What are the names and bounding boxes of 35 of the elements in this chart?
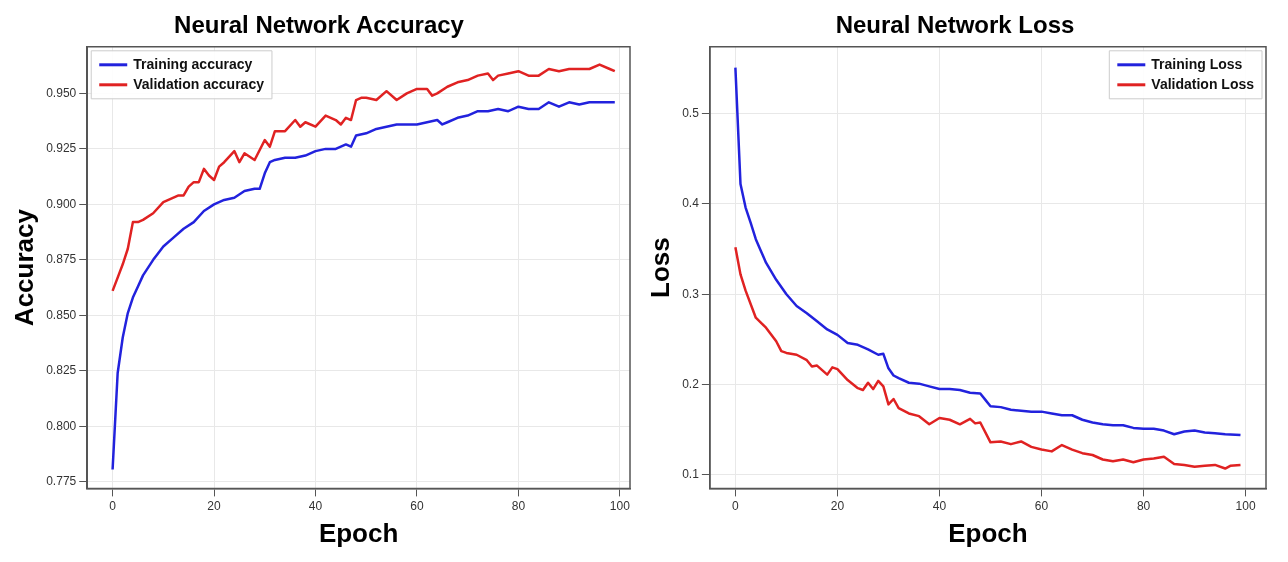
y-tick-label: 0.825	[46, 363, 77, 378]
x-tick-label: 20	[830, 498, 845, 513]
x-tick-label: 40	[932, 498, 947, 513]
legend-label: Validation Loss	[1151, 75, 1255, 92]
y-tick-label: 0.2	[682, 376, 700, 391]
y-tick-label: 0.1	[682, 467, 700, 482]
x-tick-label: 0	[732, 498, 740, 513]
legend-label: Training accuracy	[133, 55, 253, 72]
y-tick-label: 0.875	[46, 252, 77, 267]
x-tick-label: 100	[1235, 498, 1256, 513]
x-axis-title: Epoch	[318, 517, 399, 548]
x-tick-label: 60	[1034, 498, 1049, 513]
x-tick-label: 80	[1136, 498, 1151, 513]
y-tick-label: 0.3	[682, 286, 700, 301]
legend-label: Training Loss	[1151, 55, 1243, 72]
y-tick-label: 0.775	[46, 474, 77, 489]
y-tick-label: 0.5	[682, 105, 700, 120]
x-axis-title: Epoch	[948, 517, 1028, 548]
y-axis-title: Loss	[644, 237, 675, 298]
legend-label: Validation accuracy	[133, 75, 265, 92]
x-tick-label: 0	[109, 498, 117, 513]
x-tick-label: 80	[511, 498, 526, 513]
y-tick-label: 0.4	[682, 196, 700, 211]
y-tick-label: 0.850	[46, 307, 77, 322]
x-tick-label: 20	[207, 498, 222, 513]
y-tick-label: 0.900	[46, 196, 77, 211]
x-tick-label: 60	[410, 498, 424, 513]
chart-title: Neural Network Accuracy	[174, 11, 465, 39]
y-axis-title: Accuracy	[8, 208, 39, 327]
x-tick-label: 100	[609, 498, 631, 513]
y-tick-label: 0.925	[46, 141, 77, 156]
x-tick-label: 40	[308, 498, 323, 513]
chart-title: Neural Network Loss	[835, 11, 1075, 39]
y-tick-label: 0.950	[46, 85, 77, 100]
y-tick-label: 0.800	[46, 418, 77, 433]
